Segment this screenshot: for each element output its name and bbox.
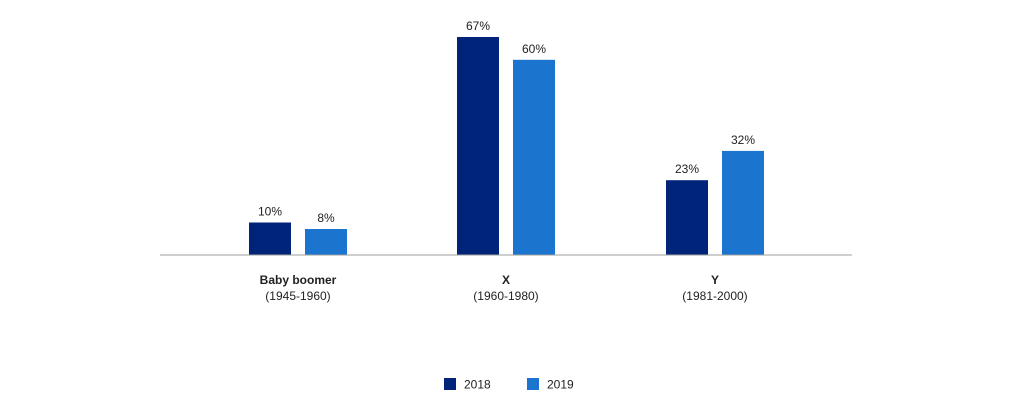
bar-2019-1 xyxy=(513,59,555,255)
category-label: Y xyxy=(711,273,719,287)
category-label: X xyxy=(502,273,510,287)
data-label: 60% xyxy=(522,42,546,56)
category-sublabel: (1960-1980) xyxy=(473,289,538,303)
legend-label-2019: 2019 xyxy=(547,378,574,392)
bar-2019-2 xyxy=(722,150,764,255)
legend-swatch-2019 xyxy=(527,378,539,390)
category-sublabel: (1981-2000) xyxy=(682,289,747,303)
legend-label-2018: 2018 xyxy=(464,378,491,392)
labels-layer: 10% 67% 23% 8% 60% 32% Baby boomer (1945-1960) X… xyxy=(258,19,755,303)
bar-2018-1 xyxy=(457,37,499,255)
bar-2018-2 xyxy=(666,180,708,255)
data-label: 67% xyxy=(466,19,490,33)
category-label: Baby boomer xyxy=(260,273,337,287)
category-sublabel: (1945-1960) xyxy=(265,289,330,303)
bars-layer xyxy=(249,37,764,255)
data-label: 32% xyxy=(731,133,755,147)
bar-2019-0 xyxy=(305,229,347,255)
data-label: 23% xyxy=(675,162,699,176)
data-label: 10% xyxy=(258,205,282,219)
legend-swatch-2018 xyxy=(444,378,456,390)
legend: 2018 2019 xyxy=(444,378,574,392)
data-label: 8% xyxy=(317,211,335,225)
bar-2018-0 xyxy=(249,222,291,255)
